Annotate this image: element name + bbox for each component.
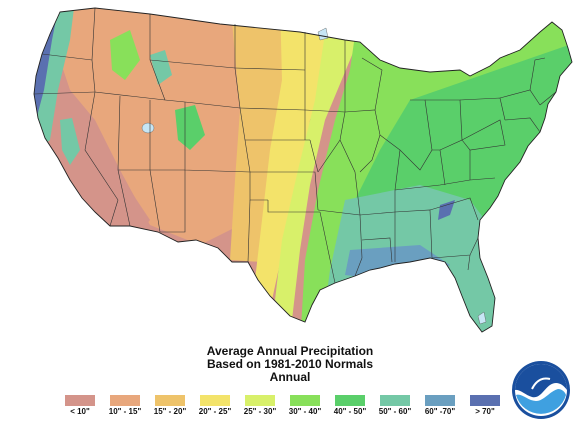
noaa-logo xyxy=(512,361,570,419)
legend-label: 30" - 40" xyxy=(288,407,322,416)
zone-sierra xyxy=(60,118,80,165)
legend-label: 20" - 25" xyxy=(198,407,232,416)
legend-swatch xyxy=(380,395,410,406)
legend-swatch xyxy=(155,395,185,406)
zone-rockies-3 xyxy=(150,50,172,85)
legend-item: 60" -70" xyxy=(418,395,462,417)
legend-item: 30" - 40" xyxy=(283,395,327,417)
legend-swatch xyxy=(470,395,500,406)
lake-of-the-woods xyxy=(317,27,329,41)
legend-swatch xyxy=(290,395,320,406)
legend-item: 40" - 50" xyxy=(328,395,372,417)
zone-gt70-appalachia xyxy=(438,200,455,220)
legend-label: 15" - 20" xyxy=(153,407,187,416)
great-salt-lake xyxy=(141,122,155,134)
legend-item: 20" - 25" xyxy=(193,395,237,417)
legend-label: < 10" xyxy=(70,407,90,416)
legend: < 10" 10" - 15" 15" - 20" 20" - 25" 25" - 30… xyxy=(58,395,508,425)
legend-swatch xyxy=(200,395,230,406)
legend-label: 25" - 30" xyxy=(243,407,277,416)
legend-item: 50" - 60" xyxy=(373,395,417,417)
map-title: Average Annual Precipitation Based on 19… xyxy=(150,345,430,384)
legend-item: < 10" xyxy=(58,395,102,417)
precipitation-map xyxy=(33,7,573,333)
legend-label: 40" - 50" xyxy=(333,407,367,416)
zone-rockies-1 xyxy=(110,30,140,80)
legend-item: 10" - 15" xyxy=(103,395,147,417)
title-line-2: Based on 1981-2010 Normals xyxy=(206,357,374,371)
legend-swatch xyxy=(245,395,275,406)
zone-25-30 xyxy=(275,8,375,320)
legend-item: 15" - 20" xyxy=(148,395,192,417)
legend-label: 10" - 15" xyxy=(108,407,142,416)
precipitation-zones xyxy=(34,8,572,332)
legend-swatch xyxy=(425,395,455,406)
legend-label: > 70" xyxy=(475,407,495,416)
legend-item: > 70" xyxy=(463,395,507,417)
legend-label: 50" - 60" xyxy=(378,407,412,416)
zone-desert-sw xyxy=(70,170,150,232)
legend-item: 25" - 30" xyxy=(238,395,282,417)
legend-swatch xyxy=(110,395,140,406)
zone-rockies-2 xyxy=(175,105,205,150)
lake-okeechobee xyxy=(477,311,487,325)
state-borders xyxy=(33,7,557,284)
us-map-svg xyxy=(33,7,573,333)
title-line-3: Annual xyxy=(269,370,311,384)
legend-swatch xyxy=(335,395,365,406)
title-line-1: Average Annual Precipitation xyxy=(206,344,374,358)
legend-swatch xyxy=(65,395,95,406)
legend-label: 60" -70" xyxy=(424,407,456,416)
